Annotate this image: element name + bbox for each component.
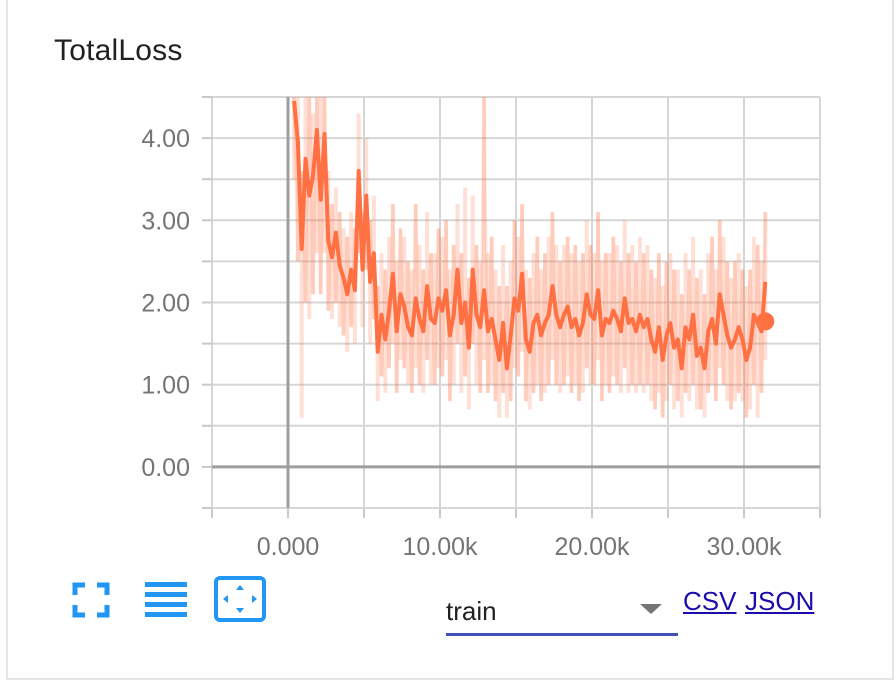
chart-title: TotalLoss	[54, 34, 183, 67]
run-selector-value: train	[446, 596, 497, 626]
download-csv-link[interactable]: CSV	[683, 586, 737, 616]
download-json-link[interactable]: JSON	[745, 586, 815, 616]
smoothed-series	[292, 100, 775, 371]
scalar-card	[6, 0, 894, 680]
y-tick-label: 2.00	[141, 290, 190, 318]
y-tick-label: 0.00	[141, 454, 190, 482]
fit-domain-icon[interactable]	[214, 576, 266, 622]
raw-line	[292, 96, 767, 418]
fullscreen-icon[interactable]	[72, 582, 110, 618]
toggle-log-scale-icon[interactable]	[144, 580, 188, 620]
run-selector[interactable]: train	[446, 584, 678, 636]
smoothed-line	[292, 100, 768, 371]
y-tick-label: 1.00	[141, 372, 190, 400]
x-tick-label: 0.000	[257, 533, 320, 561]
last-value-marker	[756, 312, 775, 331]
x-tick-label: 20.00k	[554, 533, 630, 561]
x-tick-label: 10.00k	[402, 533, 478, 561]
chart-axes	[212, 97, 820, 508]
x-tick-label: 30.00k	[706, 533, 782, 561]
y-tick-label: 4.00	[141, 125, 190, 153]
tick-labels: 0.00 1.00 2.00 3.00 4.00 0.000 10.00k 20.00k 30.…	[141, 125, 782, 561]
y-tick-label: 3.00	[141, 207, 190, 235]
dropdown-caret-icon	[640, 604, 662, 614]
